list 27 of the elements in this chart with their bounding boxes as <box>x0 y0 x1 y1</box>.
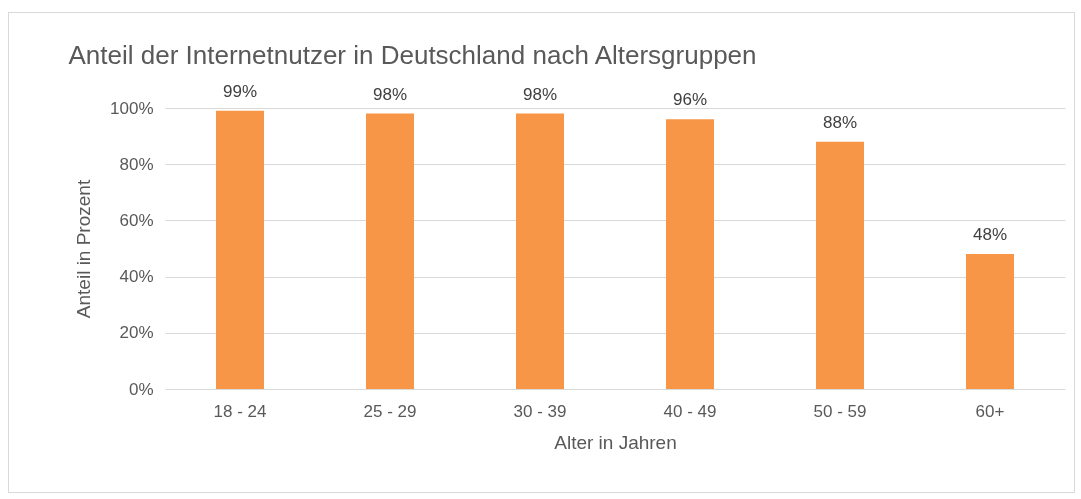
bar <box>816 141 864 389</box>
y-tick-label: 20% <box>119 323 154 343</box>
data-label: 98% <box>522 84 558 104</box>
x-tick-label: 50 - 59 <box>813 401 867 421</box>
bar <box>966 254 1014 389</box>
x-tick-label: 25 - 29 <box>363 401 417 421</box>
data-label: 98% <box>372 84 408 104</box>
y-axis-title: Anteil in Prozent <box>73 179 95 319</box>
bar <box>516 113 564 389</box>
data-label: 88% <box>822 112 858 132</box>
y-tick-label: 100% <box>110 98 154 118</box>
data-label: 99% <box>222 81 258 101</box>
data-label: 96% <box>672 90 708 110</box>
bar <box>216 110 264 389</box>
bar <box>366 113 414 389</box>
x-tick-label: 18 - 24 <box>213 401 267 421</box>
chart-title: Anteil der Internetnutzer in Deutschland nach Altersgruppen <box>68 39 757 70</box>
y-tick-label: 80% <box>119 154 154 174</box>
bar <box>666 119 714 389</box>
x-tick-label: 30 - 39 <box>513 401 567 421</box>
y-tick-label: 60% <box>119 210 154 230</box>
y-tick-label: 0% <box>128 379 154 399</box>
x-axis-title: Alter in Jahren <box>554 431 677 453</box>
x-tick-label: 60+ <box>975 401 1005 421</box>
x-tick-label: 40 - 49 <box>663 401 717 421</box>
data-label: 48% <box>972 225 1008 245</box>
y-tick-label: 40% <box>119 267 154 287</box>
